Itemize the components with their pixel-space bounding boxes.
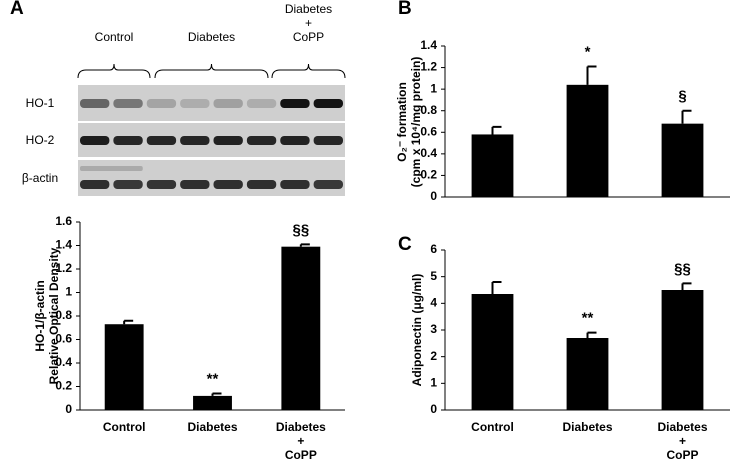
blot-band [80,136,110,145]
annotation: § [678,88,686,105]
blot-band [113,180,143,189]
x-tick-label: Diabetes [562,420,613,434]
y-tick-label: 0.2 [55,379,72,393]
blot-band [246,99,277,108]
blot-band [180,99,210,108]
y-axis-label: (cpm x 10⁴/mg protein) [409,56,423,187]
error-bar [586,331,597,338]
x-tick-label: Control [471,420,514,434]
y-tick-label: 1.6 [55,214,72,228]
blot-band [180,136,210,145]
blot-group-label: Diabetes + CoPP [284,2,333,44]
y-tick-label: 0.2 [420,168,437,182]
x-tick-label: Diabetes + CoPP [275,420,326,462]
y-axis-label: O₂⁻ formation [395,81,409,162]
blot-row-label: β-actin [21,171,59,185]
panel-label: C [398,234,412,255]
blot-band [180,180,210,189]
blot-band [80,99,110,108]
bar [661,123,704,197]
bar [104,324,144,410]
blot-band [113,99,143,108]
y-tick-label: 1.4 [420,38,437,52]
error-bar [681,109,692,124]
bar [471,134,514,197]
error-bar [211,392,222,396]
y-tick-label: 5 [430,269,437,283]
bar [566,84,609,197]
brace [154,63,269,79]
y-tick-label: 1.4 [55,238,72,252]
x-tick-label: Control [102,420,146,434]
y-axis-label: HO-1/β-actin [33,280,47,352]
error-bar [681,282,692,290]
x-tick-label: Diabetes [187,420,238,434]
blot-band [146,99,177,108]
y-axis-label: Relative Optical Density [47,247,61,385]
y-tick-label: 1 [65,285,72,299]
blot-group-label: Control [94,30,134,44]
blot-band [213,99,243,108]
y-tick-label: 1 [430,81,437,95]
error-bar [586,65,597,85]
blot-band [80,180,110,189]
blot-row-label: HO-2 [25,133,55,147]
y-tick-label: 0.8 [420,103,437,117]
brace [77,63,151,79]
blot-band [313,180,343,189]
annotation: * [585,43,591,60]
bar [566,338,609,410]
x-tick-label: Diabetes + CoPP [657,420,708,462]
y-tick-label: 1.2 [420,60,437,74]
error-bar [491,125,502,135]
y-tick-label: 0 [65,402,72,416]
annotation: ** [582,310,594,327]
brace [271,63,346,79]
error-bar [299,243,310,247]
bar [471,294,514,410]
blot-band [113,136,143,145]
y-tick-label: 0 [430,189,437,203]
y-tick-label: 6 [430,242,437,256]
y-tick-label: 3 [430,322,437,336]
blot-band [246,136,277,145]
blot-band [313,136,343,145]
y-tick-label: 0.6 [420,124,437,138]
blot-band [213,136,243,145]
blot-band [146,136,177,145]
blot-band [280,180,310,189]
blot-band [280,99,310,108]
y-tick-label: 2 [430,349,437,363]
annotation: §§ [674,260,691,277]
bar [281,246,321,410]
y-tick-label: 0.4 [55,355,72,369]
y-tick-label: 0.8 [55,308,72,322]
y-tick-label: 4 [430,296,437,310]
blot-band [213,180,243,189]
bar [193,395,232,410]
y-axis-label: Adiponectin (μg/ml) [410,273,424,387]
y-tick-label: 0 [430,402,437,416]
blot-band [246,180,277,189]
y-tick-label: 1 [430,376,437,390]
blot-strip [78,160,345,196]
blot-row-label: HO-1 [25,96,55,110]
y-tick-label: 1.2 [55,261,72,275]
error-bar [123,319,134,325]
blot-band [80,166,143,171]
annotation: §§ [292,221,309,238]
annotation: ** [207,371,219,388]
y-tick-label: 0.6 [55,332,72,346]
blot-band [146,180,177,189]
panel-label: B [398,0,412,19]
blot-band [313,99,343,108]
blot-group-label: Diabetes [187,30,236,44]
bar [661,290,704,410]
error-bar [491,281,502,294]
panel-label: A [10,0,24,19]
y-tick-label: 0.4 [420,146,437,160]
blot-band [280,136,310,145]
